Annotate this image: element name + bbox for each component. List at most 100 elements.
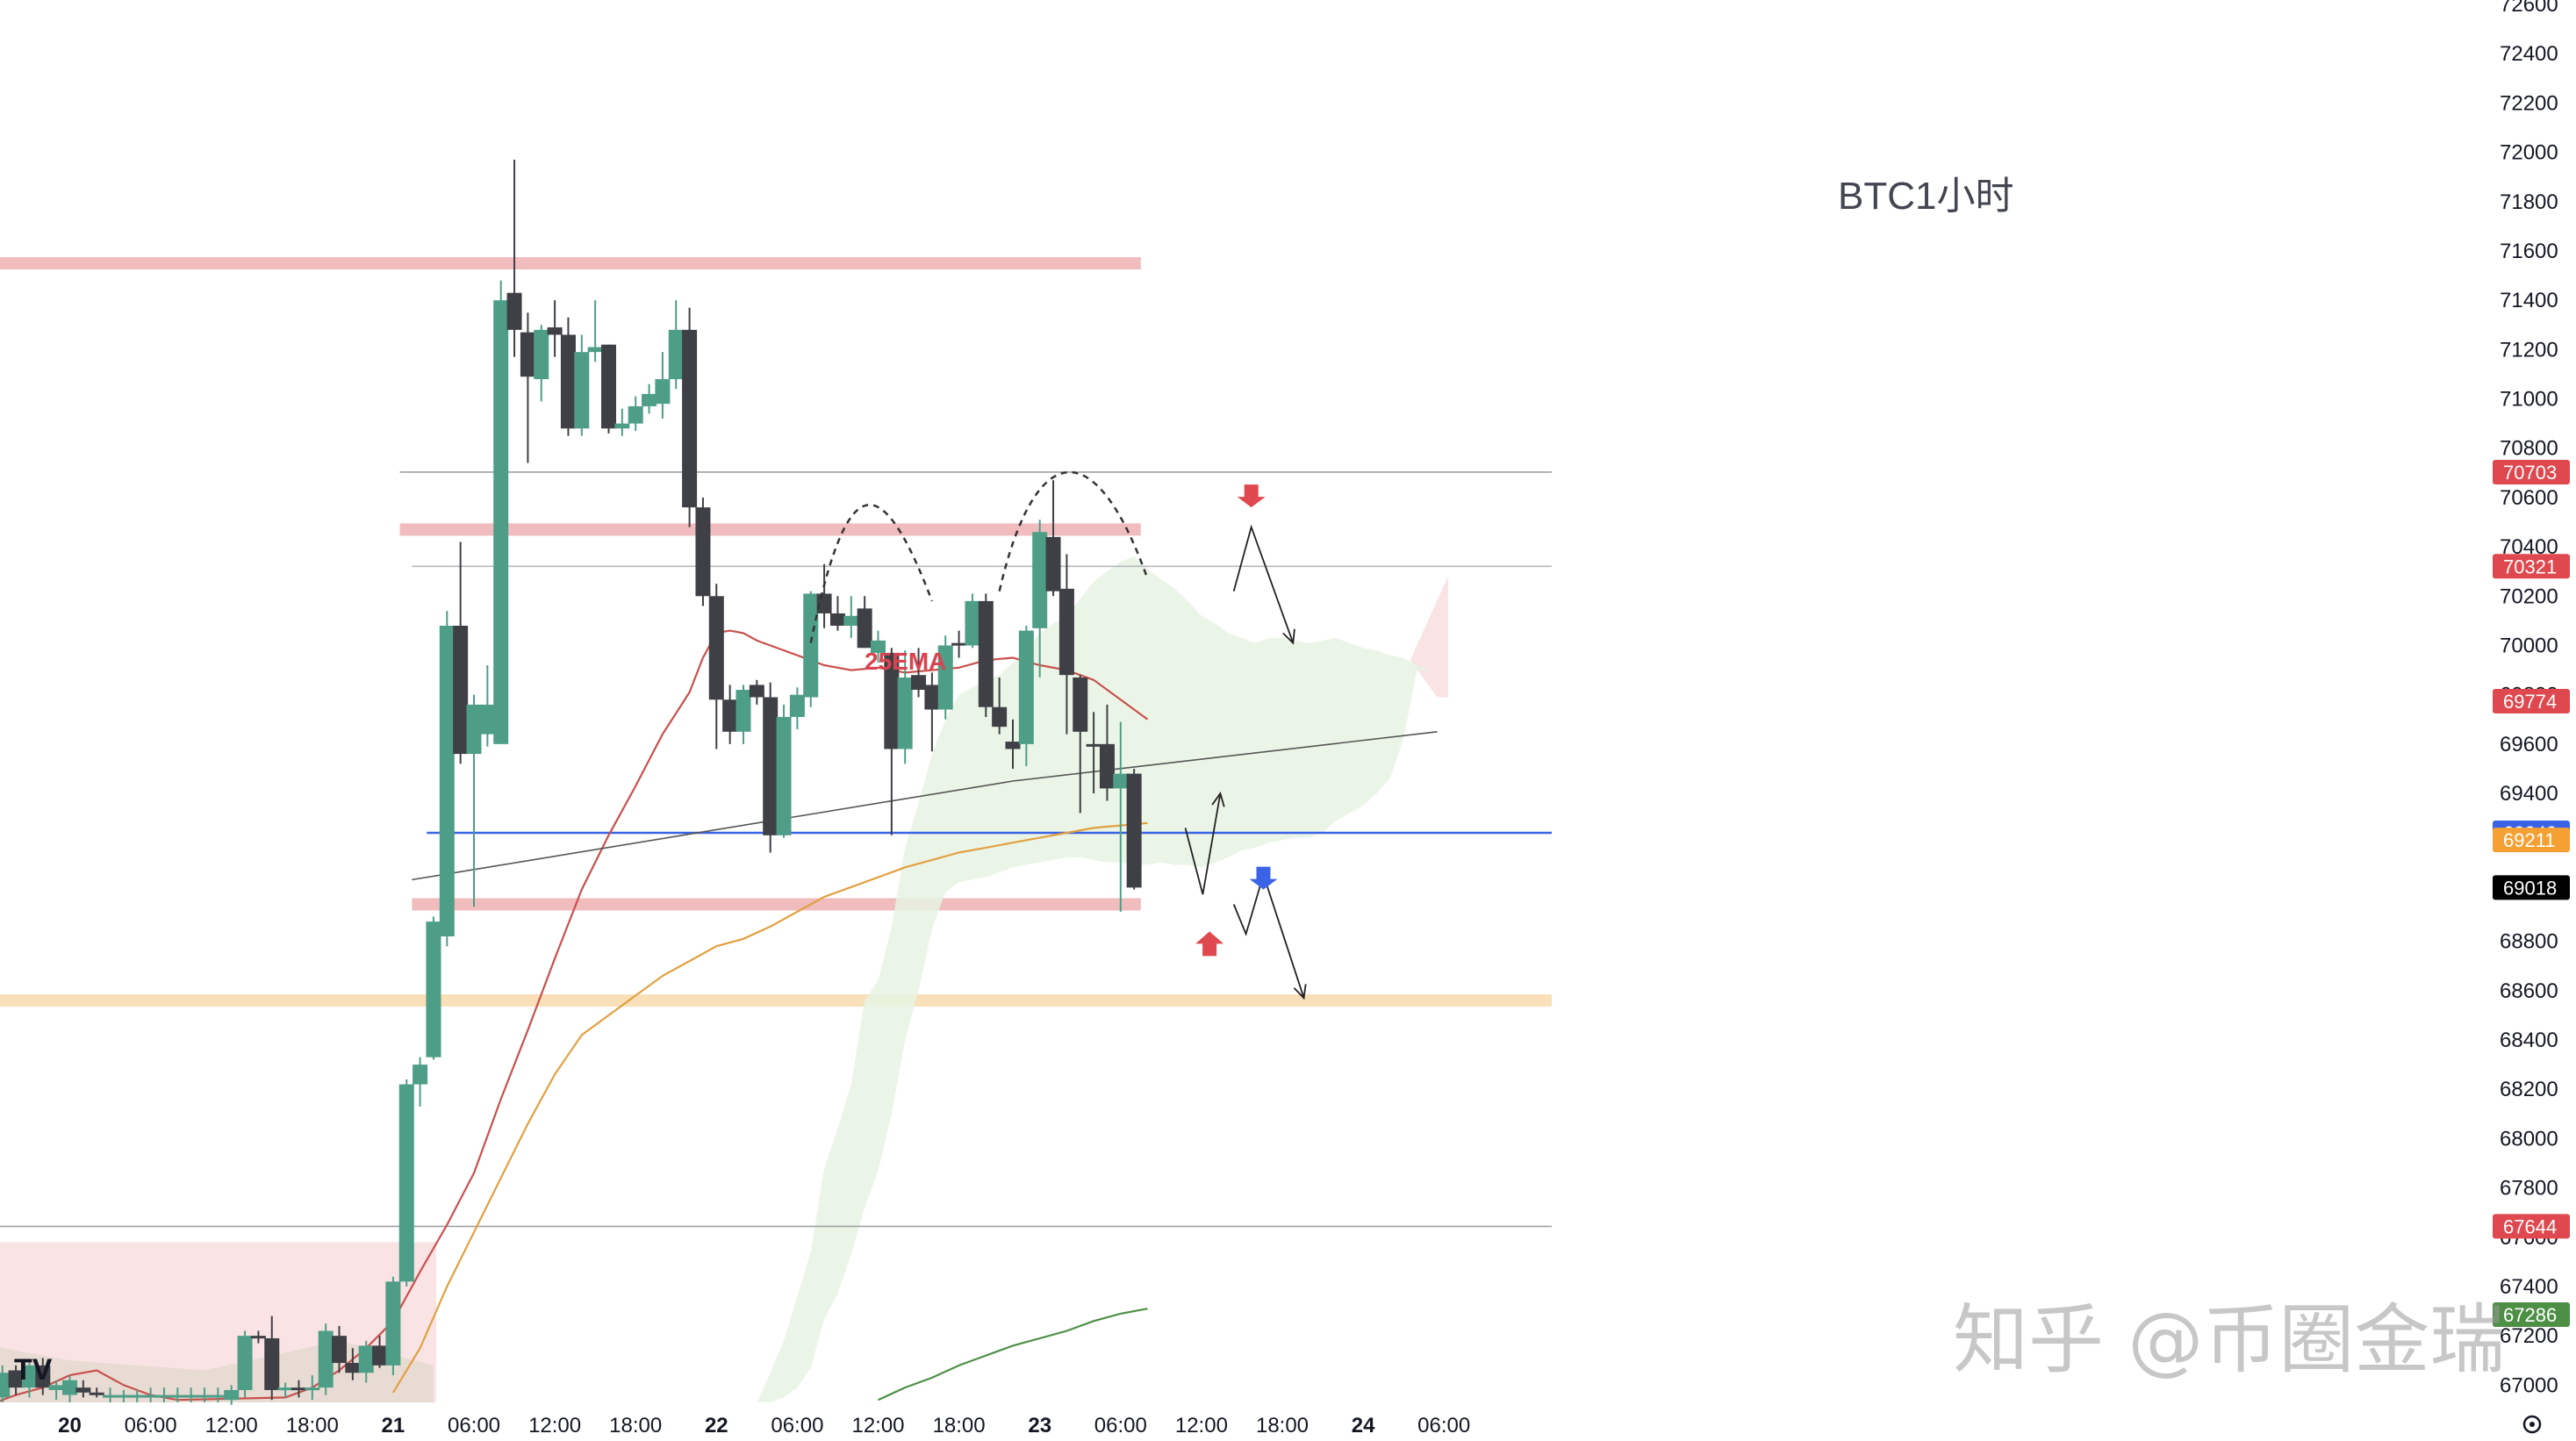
- candle: [35, 1358, 51, 1395]
- candle: [857, 596, 872, 649]
- candle: [587, 300, 603, 362]
- trend-lines: [412, 731, 1438, 881]
- x-tick-label: 12:00: [528, 1414, 581, 1437]
- candle: [479, 664, 495, 747]
- candle-body: [776, 716, 792, 835]
- candle: [965, 593, 980, 649]
- candle-body: [210, 1394, 226, 1398]
- ema-slow-line: [391, 821, 1148, 1394]
- y-tick-label: 72200: [2500, 91, 2558, 115]
- candle-body: [1073, 677, 1088, 732]
- candle-body: [372, 1345, 388, 1366]
- candle: [493, 280, 509, 744]
- horizontal-price-lines: [0, 471, 1552, 1228]
- candle-body: [264, 1337, 280, 1390]
- y-tick-label: 69600: [2500, 733, 2558, 756]
- candle-body: [601, 344, 616, 429]
- time-axis: 20 06:00 12:00 18:00 21 06:00 12:00 18:00 22 06:0…: [58, 1414, 1470, 1437]
- price-badge-bg: [2493, 875, 2570, 900]
- price-badge: 69211: [2493, 828, 2570, 853]
- price-badge-bg: [2493, 459, 2570, 484]
- candle-body: [911, 675, 927, 691]
- candle: [183, 1387, 199, 1402]
- price-badge: 70703: [2493, 459, 2570, 484]
- candle: [735, 685, 751, 744]
- candle-body: [277, 1387, 293, 1391]
- projection-arrow-2: [1232, 871, 1305, 999]
- candle-body: [75, 1387, 91, 1393]
- candle: [0, 1365, 11, 1402]
- x-tick-label: 18:00: [609, 1414, 662, 1437]
- candle: [210, 1387, 226, 1402]
- candle: [506, 160, 522, 357]
- candle-body: [103, 1394, 118, 1398]
- candle: [682, 307, 698, 527]
- y-tick-label: 71200: [2500, 338, 2558, 362]
- candle: [426, 916, 441, 1060]
- price-badge-bg: [2493, 1214, 2570, 1239]
- y-tick-label: 68200: [2500, 1078, 2558, 1101]
- candle: [277, 1382, 293, 1398]
- ema-long-line: [878, 1308, 1148, 1402]
- candle-body: [965, 600, 980, 646]
- candle: [372, 1336, 388, 1368]
- candle: [1005, 719, 1021, 769]
- candle: [1045, 480, 1061, 597]
- candle: [318, 1323, 334, 1395]
- zone-support-low: [412, 898, 1141, 911]
- candle-body: [305, 1387, 320, 1391]
- candle-body: [1113, 773, 1129, 789]
- tradingview-logo[interactable]: TV: [14, 1353, 53, 1387]
- candle: [129, 1389, 145, 1402]
- x-tick-label: 12:00: [1175, 1414, 1228, 1437]
- candle: [628, 396, 643, 432]
- candle: [722, 685, 738, 744]
- candle-body: [197, 1394, 212, 1398]
- candle-body: [358, 1345, 374, 1373]
- x-tick-label: 22: [705, 1414, 728, 1437]
- candle: [655, 352, 671, 419]
- candle-body: [143, 1394, 159, 1398]
- candle-body: [951, 642, 967, 646]
- candle-body: [129, 1394, 145, 1398]
- candle-body: [897, 677, 913, 749]
- candle-body: [1032, 532, 1048, 628]
- candle: [103, 1387, 118, 1402]
- candle: [1018, 626, 1034, 767]
- candle-body: [62, 1380, 77, 1395]
- candle-body: [506, 292, 522, 330]
- x-tick-label: 06:00: [448, 1414, 500, 1437]
- projection-zone: [1410, 576, 1448, 698]
- candle-body: [1058, 588, 1074, 676]
- candle: [668, 300, 684, 390]
- candle-body: [21, 1365, 37, 1388]
- candle: [332, 1325, 347, 1373]
- arch-0: [809, 504, 934, 643]
- candle: [911, 648, 927, 698]
- settings-icon[interactable]: [2522, 1415, 2542, 1434]
- candle-body: [708, 596, 724, 700]
- candle: [385, 1276, 401, 1376]
- candle-body: [116, 1394, 132, 1398]
- y-tick-label: 71400: [2500, 289, 2558, 312]
- signal-arrow-down-0: [1237, 484, 1266, 508]
- candle-body: [345, 1363, 361, 1373]
- candle: [843, 596, 859, 639]
- projection-arrow-1: [1184, 792, 1222, 895]
- candle-body: [1045, 536, 1061, 591]
- candle: [398, 1079, 414, 1287]
- y-tick-label: 68000: [2500, 1127, 2558, 1151]
- candle: [21, 1360, 37, 1398]
- candle-body: [224, 1389, 240, 1401]
- candle-body: [318, 1330, 334, 1388]
- projection-arrow-0: [1232, 524, 1295, 644]
- y-tick-label: 68800: [2500, 930, 2558, 954]
- candle-body: [453, 626, 469, 755]
- candle-body: [763, 697, 779, 835]
- candle: [62, 1375, 77, 1402]
- candle-body: [0, 1373, 11, 1398]
- price-badge: 67286: [2493, 1301, 2570, 1327]
- trend-line-0: [412, 780, 1014, 881]
- price-badge-bg: [2493, 828, 2570, 853]
